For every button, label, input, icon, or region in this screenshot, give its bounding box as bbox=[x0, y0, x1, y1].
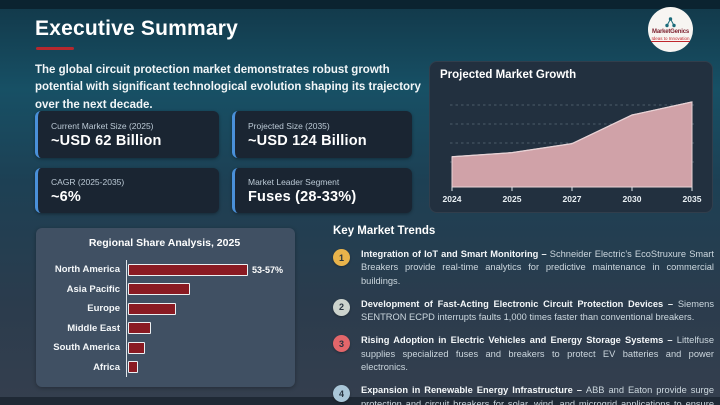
regional-share-panel: Regional Share Analysis, 2025 North Amer… bbox=[36, 228, 295, 387]
stat-label: Projected Size (2035) bbox=[248, 120, 330, 131]
projected-growth-panel: Projected Market Growth 2024 2025 2027 2030… bbox=[429, 61, 713, 213]
regional-bar-row: Europe bbox=[46, 299, 283, 319]
trend-text: Expansion in Renewable Energy Infrastruc… bbox=[361, 385, 714, 405]
trend-number-badge: 3 bbox=[333, 335, 350, 353]
regional-bar-chart: North America 53-57% Asia Pacific Europe… bbox=[46, 260, 283, 377]
regional-chart-title: Regional Share Analysis, 2025 bbox=[88, 237, 241, 249]
regional-bar-row: North America 53-57% bbox=[46, 260, 283, 280]
trend-number-badge: 1 bbox=[333, 249, 350, 266]
page-title: Executive Summary bbox=[35, 17, 239, 40]
stat-card-grid: Current Market Size (2025) ~USD 62 Billi… bbox=[35, 111, 413, 213]
trend-item-ev-storage: 3 Rising Adoption in Electric Vehicles a… bbox=[333, 334, 714, 374]
stat-label: Market Leader Segment bbox=[248, 176, 340, 187]
regional-bar-row: Africa bbox=[46, 357, 283, 377]
bar-value-label: 53-57% bbox=[251, 264, 283, 275]
trend-item-iot: 1 Integration of IoT and Smart Monitorin… bbox=[333, 248, 714, 288]
bar-north-america bbox=[128, 263, 248, 276]
stat-value: ~USD 124 Billion bbox=[248, 132, 367, 149]
bar-category-label: Africa bbox=[93, 361, 120, 373]
top-edge-band bbox=[0, 0, 720, 9]
bar-category-label: Middle East bbox=[67, 322, 120, 334]
stat-card-projected-size: Projected Size (2035) ~USD 124 Billion bbox=[232, 111, 412, 158]
svg-text:2027: 2027 bbox=[563, 194, 582, 204]
stat-value: ~USD 62 Billion bbox=[51, 132, 162, 149]
stat-card-cagr: CAGR (2025-2035) ~6% bbox=[35, 168, 219, 213]
bottom-edge-band bbox=[0, 397, 720, 405]
bar-category-label: South America bbox=[53, 342, 120, 354]
growth-area-chart: 2024 2025 2027 2030 2035 bbox=[440, 83, 702, 216]
stat-value: Fuses (28-33%) bbox=[248, 188, 357, 205]
regional-bar-row: Asia Pacific bbox=[46, 279, 283, 299]
bar-africa bbox=[128, 361, 138, 374]
bar-middle-east bbox=[128, 322, 151, 335]
svg-text:2024: 2024 bbox=[443, 194, 462, 204]
bar-category-label: Asia Pacific bbox=[66, 283, 120, 295]
trend-text: Rising Adoption in Electric Vehicles and… bbox=[361, 335, 714, 373]
bar-europe bbox=[128, 302, 176, 315]
growth-chart-title: Projected Market Growth bbox=[440, 69, 577, 81]
regional-bar-row: Middle East bbox=[46, 318, 283, 338]
regional-bar-row: South America bbox=[46, 338, 283, 358]
svg-text:2035: 2035 bbox=[683, 194, 702, 204]
trend-number-badge: 4 bbox=[333, 385, 350, 403]
svg-text:2030: 2030 bbox=[623, 194, 642, 204]
category-axis bbox=[126, 260, 128, 280]
stat-card-market-leader: Market Leader Segment Fuses (28-33%) bbox=[232, 168, 412, 213]
marketgenics-logo: MarketGenics Ideas to Innovation bbox=[648, 7, 693, 52]
bar-category-label: North America bbox=[54, 264, 120, 276]
title-accent-underline bbox=[36, 47, 74, 50]
key-market-trends-section: Key Market Trends 1 Integration of IoT a… bbox=[333, 225, 714, 405]
trend-text: Development of Fast-Acting Electronic Ci… bbox=[361, 298, 714, 323]
logo-tagline: Ideas to Innovation bbox=[651, 36, 690, 42]
intro-paragraph: The global circuit protection market dem… bbox=[35, 64, 421, 111]
stat-label: Current Market Size (2025) bbox=[51, 120, 154, 131]
trend-item-renewables: 4 Expansion in Renewable Energy Infrastr… bbox=[333, 384, 714, 405]
area-series bbox=[451, 101, 693, 188]
bar-south-america bbox=[128, 341, 145, 354]
stat-card-current-market-size: Current Market Size (2025) ~USD 62 Billi… bbox=[35, 111, 219, 158]
stat-value: ~6% bbox=[51, 188, 82, 205]
trend-item-fast-acting: 2 Development of Fast-Acting Electronic … bbox=[333, 298, 714, 325]
bar-category-label: Europe bbox=[87, 303, 120, 315]
bar-asia-pacific bbox=[128, 283, 190, 296]
trend-number-badge: 2 bbox=[333, 298, 350, 316]
trend-text: Integration of IoT and Smart Monitoring … bbox=[361, 249, 714, 286]
logo-name: MarketGenics bbox=[652, 29, 689, 35]
stat-label: CAGR (2025-2035) bbox=[51, 176, 125, 187]
svg-text:2025: 2025 bbox=[503, 194, 522, 204]
molecule-icon bbox=[665, 17, 676, 28]
trends-heading: Key Market Trends bbox=[333, 225, 436, 237]
